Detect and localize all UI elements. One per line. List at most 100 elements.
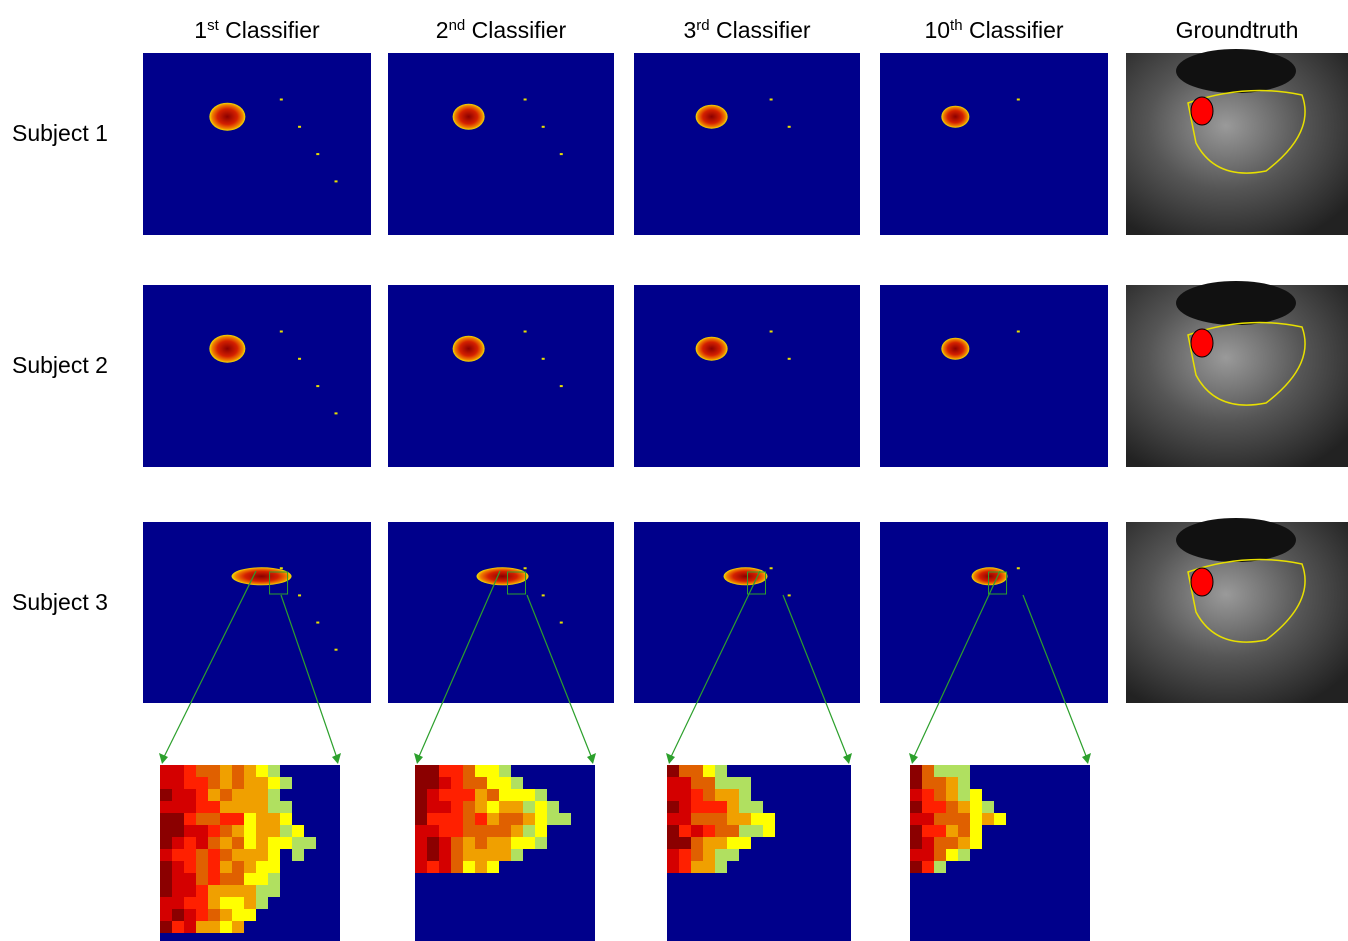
zoom-pixel: [268, 801, 280, 813]
zoom-pixel: [280, 801, 292, 813]
zoom-pixel: [667, 837, 679, 849]
speck: [1017, 99, 1020, 101]
zoom-pixel: [727, 849, 739, 861]
zoom-pixel: [220, 921, 232, 933]
zoom-pixel: [535, 825, 547, 837]
zoom-pixel: [691, 765, 703, 777]
zoom-pixel: [934, 789, 946, 801]
speck: [298, 358, 301, 360]
zoom-pixel: [523, 837, 535, 849]
zoom-pixel: [292, 837, 304, 849]
zoom-pixel: [280, 777, 292, 789]
speck: [335, 649, 338, 651]
zoom-pixel: [475, 825, 487, 837]
zoom-pixel: [703, 801, 715, 813]
speck: [316, 622, 319, 624]
zoom-pixel: [184, 897, 196, 909]
zoom-pixel: [715, 777, 727, 789]
zoom-pixel: [511, 825, 523, 837]
zoom-pixel: [415, 861, 427, 873]
prediction-map: [388, 285, 614, 467]
zoom-pixel: [172, 909, 184, 921]
zoom-pixel: [946, 813, 958, 825]
zoom-pixel: [475, 861, 487, 873]
zoom-pixel: [667, 789, 679, 801]
zoom-pixel: [160, 873, 172, 885]
zoom-pixel: [244, 885, 256, 897]
zoom-pixel: [232, 789, 244, 801]
zoom-pixel: [523, 825, 535, 837]
zoom-pixel: [970, 837, 982, 849]
zoom-pixel: [535, 789, 547, 801]
zoom-pixel: [256, 837, 268, 849]
speck: [542, 126, 545, 128]
zoom-pixel: [232, 849, 244, 861]
zoom-pixel: [160, 813, 172, 825]
zoom-pixel: [910, 837, 922, 849]
zoom-pixel: [946, 789, 958, 801]
arrowhead: [587, 753, 596, 764]
zoom-pixel: [547, 801, 559, 813]
header-text: Groundtruth: [1176, 17, 1299, 43]
zoom-pixel: [208, 861, 220, 873]
zoom-pixel: [523, 801, 535, 813]
prediction-map: [143, 53, 371, 235]
zoom-pixel: [256, 885, 268, 897]
zoom-pixel: [727, 789, 739, 801]
zoom-pixel: [172, 873, 184, 885]
zoom-pixel: [451, 777, 463, 789]
zoom-pixel: [292, 849, 304, 861]
speck: [542, 358, 545, 360]
zoom-pixel: [946, 801, 958, 813]
zoom-pixel: [208, 813, 220, 825]
zoom-pixel: [679, 777, 691, 789]
zoom-pixel: [922, 837, 934, 849]
zoom-pixel: [172, 789, 184, 801]
zoom-pixel: [922, 849, 934, 861]
ordinal-suffix: st: [207, 17, 220, 34]
prediction-blob: [696, 337, 728, 361]
zoom-pixel: [727, 813, 739, 825]
zoom-pixel: [208, 897, 220, 909]
zoom-pixel: [280, 837, 292, 849]
zoom-pixel: [208, 765, 220, 777]
zoom-pixel: [487, 789, 499, 801]
zoom-pixel: [511, 813, 523, 825]
zoom-pixel: [679, 861, 691, 873]
prediction-blob: [972, 567, 1008, 585]
zoom-pixel: [184, 861, 196, 873]
zoom-pixel: [691, 801, 703, 813]
zoom-pixel: [523, 813, 535, 825]
zoom-pixel: [268, 885, 280, 897]
zoom-pixel: [679, 825, 691, 837]
zoom-pixel: [244, 861, 256, 873]
zoom-pixel: [220, 849, 232, 861]
zoom-pixel: [208, 801, 220, 813]
zoom-pixel: [934, 849, 946, 861]
zoom-pixel: [679, 813, 691, 825]
zoom-pixel: [244, 777, 256, 789]
zoom-pixel: [427, 813, 439, 825]
zoom-pixel: [220, 909, 232, 921]
zoom-pixel: [232, 885, 244, 897]
zoom-pixel: [268, 765, 280, 777]
zoom-pixel: [427, 777, 439, 789]
zoom-pixel: [667, 825, 679, 837]
zoom-pixel: [463, 813, 475, 825]
zoom-pixel: [244, 837, 256, 849]
arrowhead: [666, 753, 675, 764]
zoom-pixel: [232, 777, 244, 789]
zoom-pixel: [970, 789, 982, 801]
zoom-pixel: [910, 813, 922, 825]
lesion: [1191, 97, 1213, 125]
zoom-pixel: [184, 909, 196, 921]
column-header: 1st Classifier: [194, 17, 320, 43]
zoom-pixel: [160, 825, 172, 837]
zoom-pixel: [958, 789, 970, 801]
zoom-pixel: [910, 849, 922, 861]
zoom-pixel: [256, 789, 268, 801]
zoom-pixel: [703, 837, 715, 849]
ordinal-number: 3: [683, 17, 696, 43]
zoom-pixel: [184, 825, 196, 837]
zoom-pixel: [535, 801, 547, 813]
